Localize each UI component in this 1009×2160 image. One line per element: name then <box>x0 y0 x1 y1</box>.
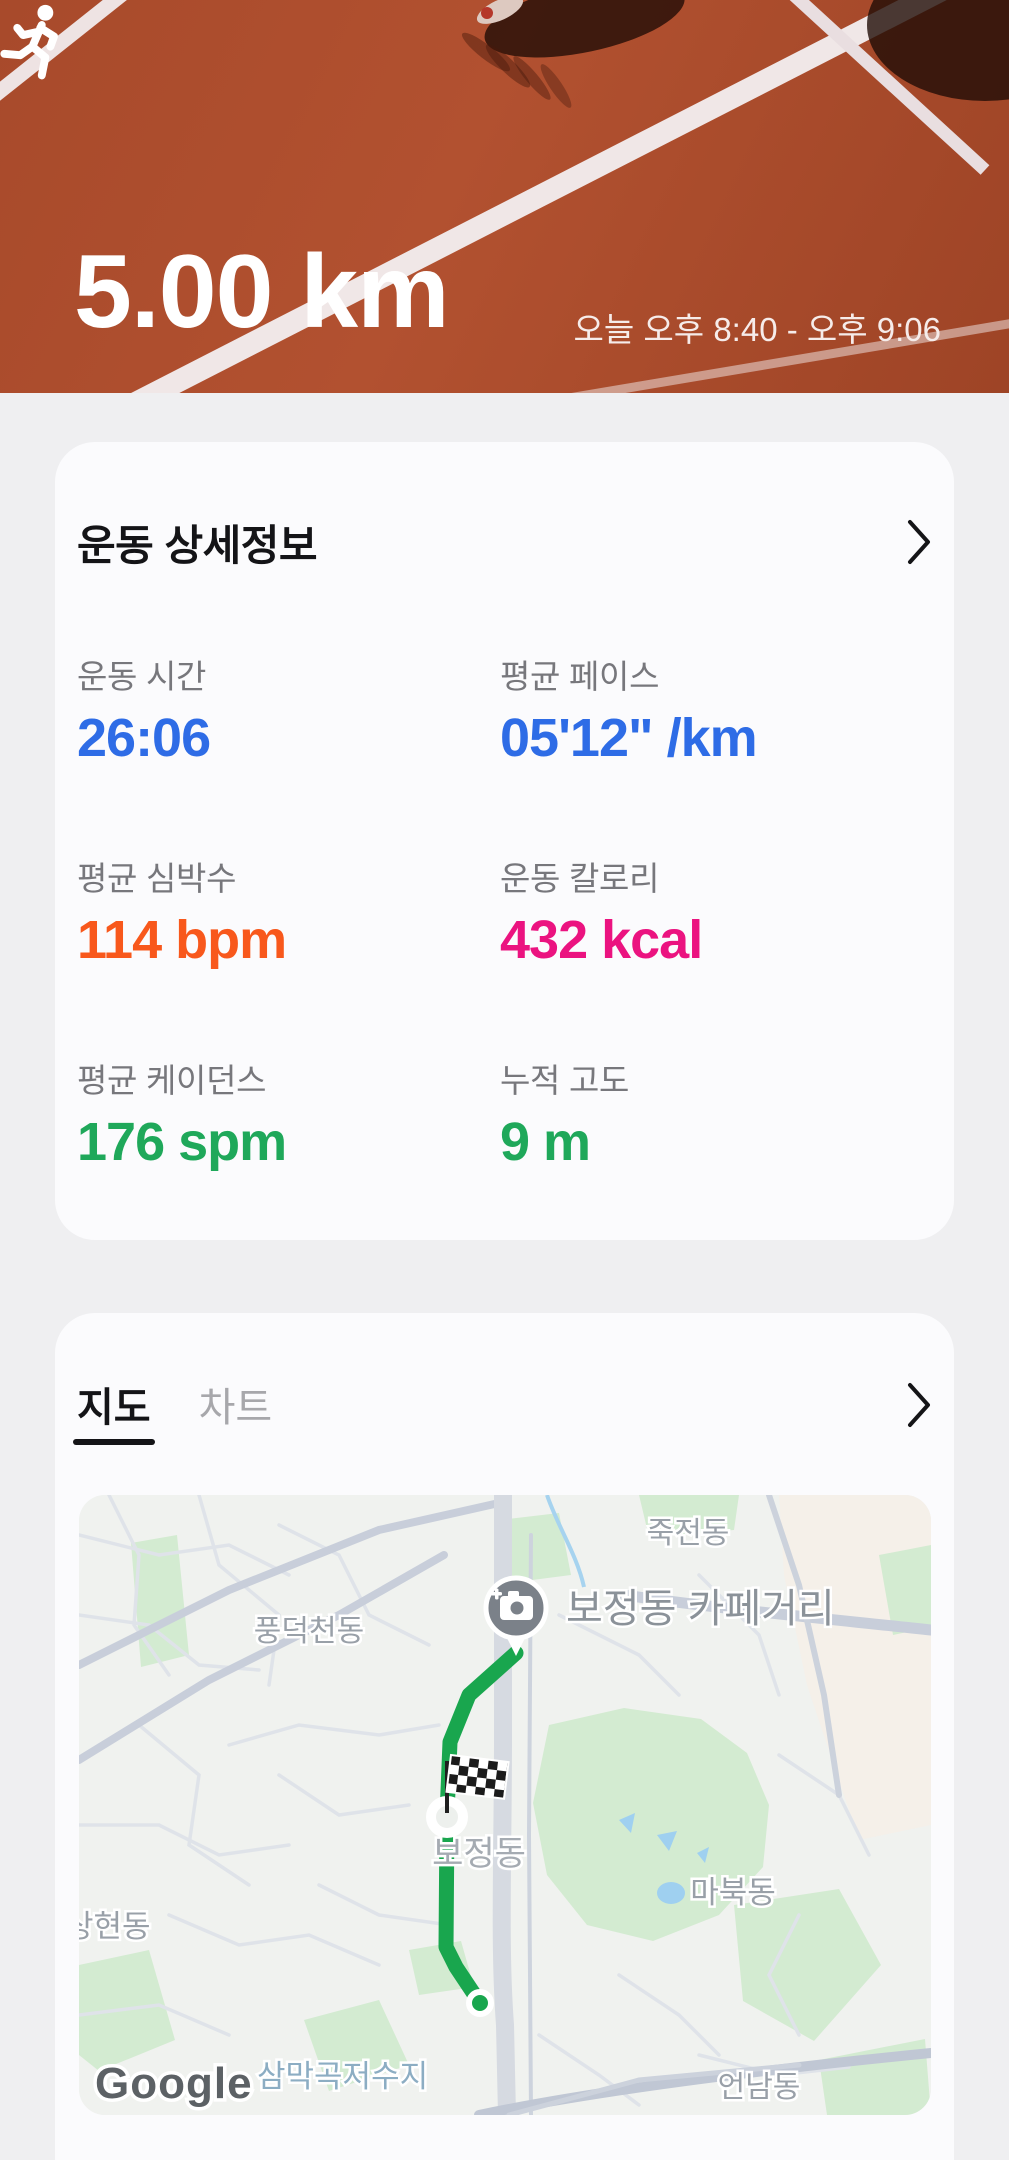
label-sanghyeon: 상현동 <box>79 1909 151 1944</box>
map-chart-card: 지도 차트 <box>55 1313 954 2160</box>
stat-value: 9 m <box>500 1112 591 1172</box>
map-labels: 죽전동 풍덕천동 보정동 카페거리 보정동 마북동 상현동 삼막곡저수지 언남동 <box>79 1515 837 2107</box>
chevron-right-icon[interactable] <box>906 518 932 566</box>
workout-datetime: 오늘 오후 8:40 - 오후 9:06 <box>573 311 941 348</box>
runner-icon <box>0 4 58 80</box>
stat-label: 운동 칼로리 <box>500 860 660 897</box>
stat-value: 114 bpm <box>77 910 287 970</box>
workout-details-card: 운동 상세정보 운동 시간 26:06 평균 페이스 05'12" /km 평균… <box>55 442 954 1240</box>
stat-value: 26:06 <box>77 708 211 768</box>
label-bojeong: 보정동 <box>432 1835 526 1873</box>
label-mabuk: 마북동 <box>690 1875 776 1910</box>
workout-distance: 5.00 km <box>74 234 450 350</box>
map-stream <box>545 1495 586 1588</box>
stat-avg-cadence: 평균 케이던스 176 spm <box>77 1054 457 1171</box>
stat-avg-heart-rate: 평균 심박수 114 bpm <box>77 852 457 969</box>
track-photo-art <box>0 0 1009 393</box>
stat-label: 운동 시간 <box>77 658 207 695</box>
map-minor-roads <box>79 1495 871 2107</box>
route-map[interactable]: 죽전동 풍덕천동 보정동 카페거리 보정동 마북동 상현동 삼막곡저수지 언남동… <box>79 1495 931 2115</box>
stat-label: 평균 케이던스 <box>77 1062 267 1099</box>
stat-label: 평균 심박수 <box>77 860 237 897</box>
label-sammakgok: 삼막곡저수지 <box>257 2059 428 2094</box>
map-parks <box>79 1495 931 2115</box>
stat-value: 05'12" /km <box>500 708 758 768</box>
tab-map[interactable]: 지도 <box>73 1375 155 1445</box>
details-card-title: 운동 상세정보 <box>77 521 318 569</box>
label-pungdeokcheon: 풍덕천동 <box>254 1615 364 1648</box>
map-ponds <box>619 1813 709 1904</box>
label-eonnam: 언남동 <box>718 2071 801 2104</box>
finish-flag-icon <box>426 1753 510 1838</box>
label-jukjeon: 죽전동 <box>647 1517 730 1550</box>
stat-label: 누적 고도 <box>500 1062 630 1099</box>
map-chart-tabs: 지도 차트 <box>73 1375 273 1445</box>
start-dot-icon <box>466 1989 494 2017</box>
stat-value: 176 spm <box>77 1112 287 1172</box>
camera-marker-icon[interactable] <box>483 1575 549 1656</box>
google-watermark: Google <box>95 2059 253 2108</box>
label-bojeong-cafe: 보정동 카페거리 <box>566 1587 835 1631</box>
workout-details-header[interactable]: 운동 상세정보 <box>77 512 932 572</box>
tab-chart[interactable]: 차트 <box>198 1386 273 1430</box>
stat-elevation-gain: 누적 고도 9 m <box>500 1054 880 1171</box>
stat-avg-pace: 평균 페이스 05'12" /km <box>500 650 880 767</box>
stat-calories: 운동 칼로리 432 kcal <box>500 852 880 969</box>
stat-duration: 운동 시간 26:06 <box>77 650 457 767</box>
workout-hero-photo: 5.00 km 오늘 오후 8:40 - 오후 9:06 <box>0 0 1009 393</box>
chevron-right-icon[interactable] <box>906 1381 932 1429</box>
stat-label: 평균 페이스 <box>500 658 660 695</box>
shoe-shadow <box>484 0 685 58</box>
stat-value: 432 kcal <box>500 910 703 970</box>
